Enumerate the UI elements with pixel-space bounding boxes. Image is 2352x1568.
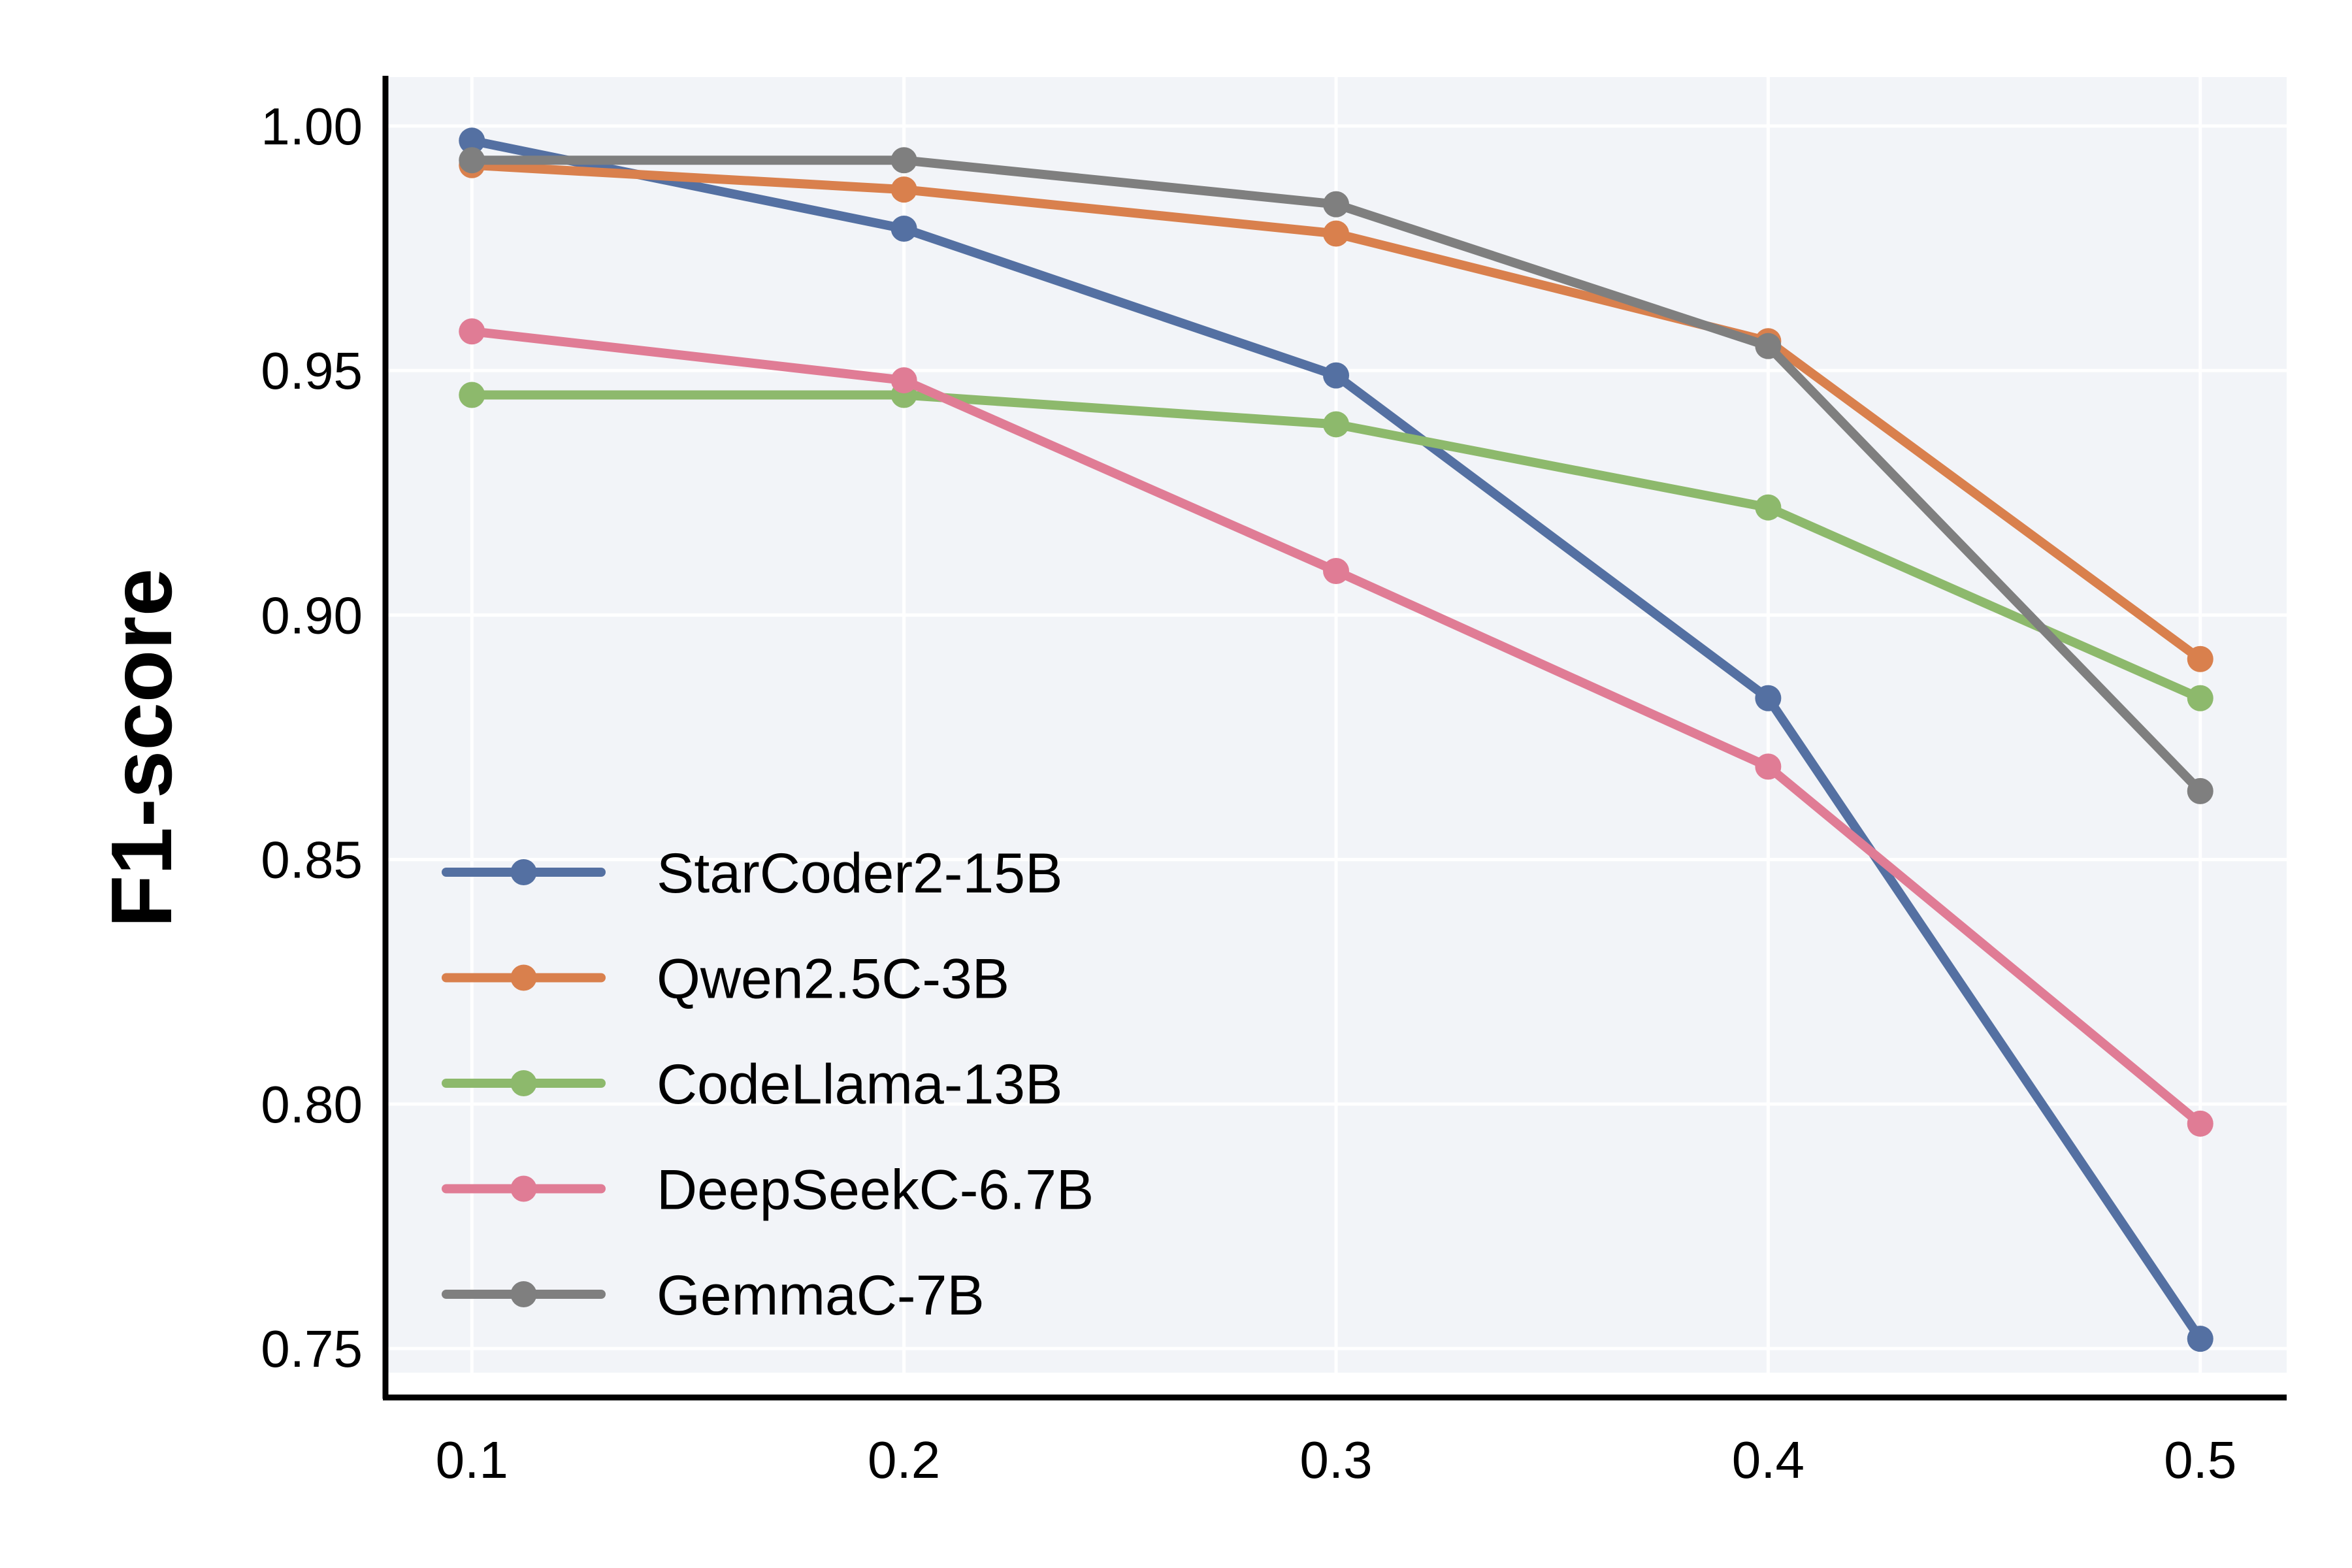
data-point: [1755, 685, 1782, 711]
y-axis-title: F1-score: [93, 568, 189, 928]
legend-marker: [510, 1175, 537, 1202]
legend-marker: [510, 859, 537, 885]
y-tick-label: 0.80: [261, 1075, 363, 1134]
data-point: [890, 367, 917, 394]
y-tick-label: 0.90: [261, 586, 363, 644]
series-CodeLlama-13B: [459, 382, 2213, 711]
y-tick-label: 1.00: [261, 97, 363, 155]
data-point: [2187, 1326, 2213, 1352]
legend-label: DeepSeekC-6.7B: [657, 1159, 1094, 1222]
data-point: [1755, 494, 1782, 521]
legend-label: CodeLlama-13B: [657, 1053, 1062, 1116]
x-ticks: 0.1 0.2 0.3 0.4 0.5: [436, 1431, 2237, 1489]
data-point: [459, 382, 485, 408]
y-tick-label: 0.75: [261, 1320, 363, 1378]
y-tick-label: 0.85: [261, 831, 363, 889]
x-tick-label: 0.5: [2164, 1431, 2236, 1489]
y-ticks: 0.75 0.80 0.85 0.90 0.95 1.00: [261, 97, 363, 1378]
legend-item: Qwen2.5C-3B: [442, 948, 1009, 1011]
legend-marker: [510, 1070, 537, 1096]
series-StarCoder2-15B: [459, 127, 2213, 1352]
legend-item: DeepSeekC-6.7B: [442, 1159, 1094, 1222]
x-tick-label: 0.1: [436, 1431, 508, 1489]
x-tick-label: 0.2: [868, 1431, 940, 1489]
data-point: [1323, 558, 1349, 585]
data-point: [890, 216, 917, 242]
series-lines: [459, 127, 2213, 1352]
legend-label: GemmaC-7B: [657, 1264, 985, 1327]
legend-item: GemmaC-7B: [442, 1264, 985, 1327]
data-point: [890, 176, 917, 203]
legend-marker: [510, 964, 537, 991]
data-point: [1323, 220, 1349, 247]
data-point: [1323, 411, 1349, 438]
x-tick-label: 0.4: [1732, 1431, 1805, 1489]
data-point: [459, 147, 485, 174]
data-point: [459, 318, 485, 345]
legend-label: StarCoder2-15B: [657, 842, 1062, 905]
data-point: [459, 127, 485, 154]
legend-item: CodeLlama-13B: [442, 1053, 1062, 1116]
x-tick-label: 0.3: [1299, 1431, 1372, 1489]
data-point: [1755, 333, 1782, 359]
data-point: [1323, 191, 1349, 218]
data-point: [1755, 753, 1782, 780]
legend-label: Qwen2.5C-3B: [657, 948, 1009, 1011]
y-tick-label: 0.95: [261, 342, 363, 400]
data-point: [2187, 1110, 2213, 1137]
data-point: [2187, 777, 2213, 804]
data-point: [1323, 362, 1349, 389]
series-GemmaC-7B: [459, 147, 2213, 804]
grid: [385, 77, 2287, 1397]
series-DeepSeekC-6.7B: [459, 318, 2213, 1137]
data-point: [890, 147, 917, 174]
legend-item: StarCoder2-15B: [442, 842, 1062, 905]
legend-marker: [510, 1281, 537, 1307]
data-point: [2187, 645, 2213, 672]
data-point: [2187, 685, 2213, 711]
legend: StarCoder2-15B Qwen2.5C-3B CodeLlama-13B De…: [442, 842, 1094, 1327]
